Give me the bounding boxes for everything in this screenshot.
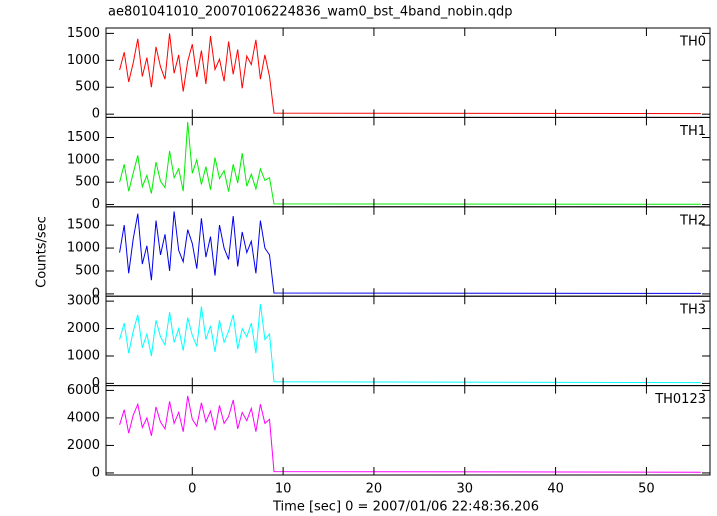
panel-label: TH0123	[654, 392, 706, 407]
y-tick-label: 0	[92, 197, 100, 212]
y-tick-label: 1000	[67, 241, 100, 256]
x-tick-label: 10	[275, 482, 292, 497]
y-tick-label: 6000	[67, 383, 100, 398]
y-tick-label: 1500	[67, 218, 100, 233]
y-tick-label: 1500	[67, 130, 100, 145]
y-tick-label: 1000	[67, 53, 100, 68]
y-tick-label: 500	[75, 80, 100, 95]
light-curve	[119, 211, 701, 294]
y-tick-label: 2000	[67, 438, 100, 453]
y-axis-label: Counts/sec	[35, 216, 50, 288]
panel-frame	[105, 116, 711, 208]
light-curve	[119, 33, 701, 115]
panel-label: TH1	[679, 124, 706, 139]
chart-title: ae801041010_20070106224836_wam0_bst_4ban…	[108, 5, 513, 20]
x-tick-label: 50	[638, 482, 655, 497]
panel-label: TH0	[679, 35, 706, 50]
y-tick-label: 3000	[67, 294, 100, 309]
light-curve	[119, 395, 701, 473]
x-tick-label: 0	[188, 482, 196, 497]
y-tick-label: 0	[92, 465, 100, 480]
y-tick-label: 500	[75, 175, 100, 190]
light-curve	[119, 303, 701, 384]
panel-frame	[105, 206, 711, 297]
y-tick-label: 500	[75, 263, 100, 278]
y-tick-label: 0	[92, 286, 100, 301]
y-tick-label: 4000	[67, 410, 100, 425]
y-tick-label: 1000	[67, 152, 100, 167]
x-tick-label: 20	[366, 482, 383, 497]
x-tick-label: 30	[456, 482, 473, 497]
panel-label: TH3	[679, 303, 706, 318]
light-curve	[119, 121, 701, 205]
panel-frame	[105, 295, 711, 387]
panel-frame	[105, 385, 711, 476]
y-tick-label: 1000	[67, 348, 100, 363]
y-tick-label: 2000	[67, 321, 100, 336]
y-tick-label: 0	[92, 107, 100, 122]
panel-label: TH2	[679, 213, 706, 228]
x-axis-label: Time [sec] 0 = 2007/01/06 22:48:36.206	[272, 500, 539, 515]
y-tick-label: 0	[92, 376, 100, 391]
x-tick-label: 40	[547, 482, 564, 497]
y-tick-label: 1500	[67, 26, 100, 41]
